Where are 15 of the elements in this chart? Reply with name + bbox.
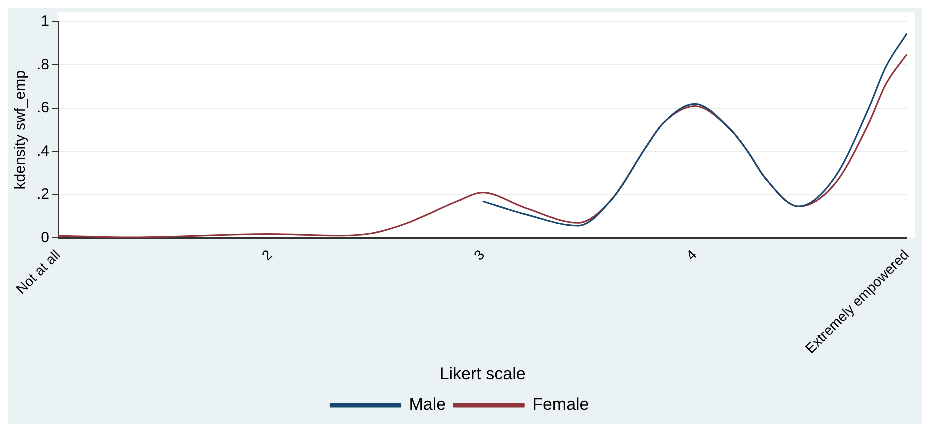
legend-label: Male <box>409 395 446 414</box>
y-tick-label: 1 <box>41 13 50 30</box>
y-tick-label: 0 <box>41 229 50 246</box>
x-tick-label: 2 <box>258 246 276 264</box>
y-tick-label: .2 <box>36 186 50 204</box>
line-series <box>482 32 908 227</box>
legend-label: Female <box>532 395 590 414</box>
y-tick-label: .8 <box>36 56 50 74</box>
x-tick-label: 3 <box>470 246 488 264</box>
y-tick-label: .6 <box>36 100 50 117</box>
x-axis-title: Likert scale <box>440 364 526 384</box>
x-tick-label: 4 <box>682 246 700 264</box>
x-tick-label: Not at all <box>12 246 64 298</box>
y-axis-title: kdensity swf_emp <box>12 70 30 190</box>
y-tick-label: .4 <box>36 142 50 160</box>
